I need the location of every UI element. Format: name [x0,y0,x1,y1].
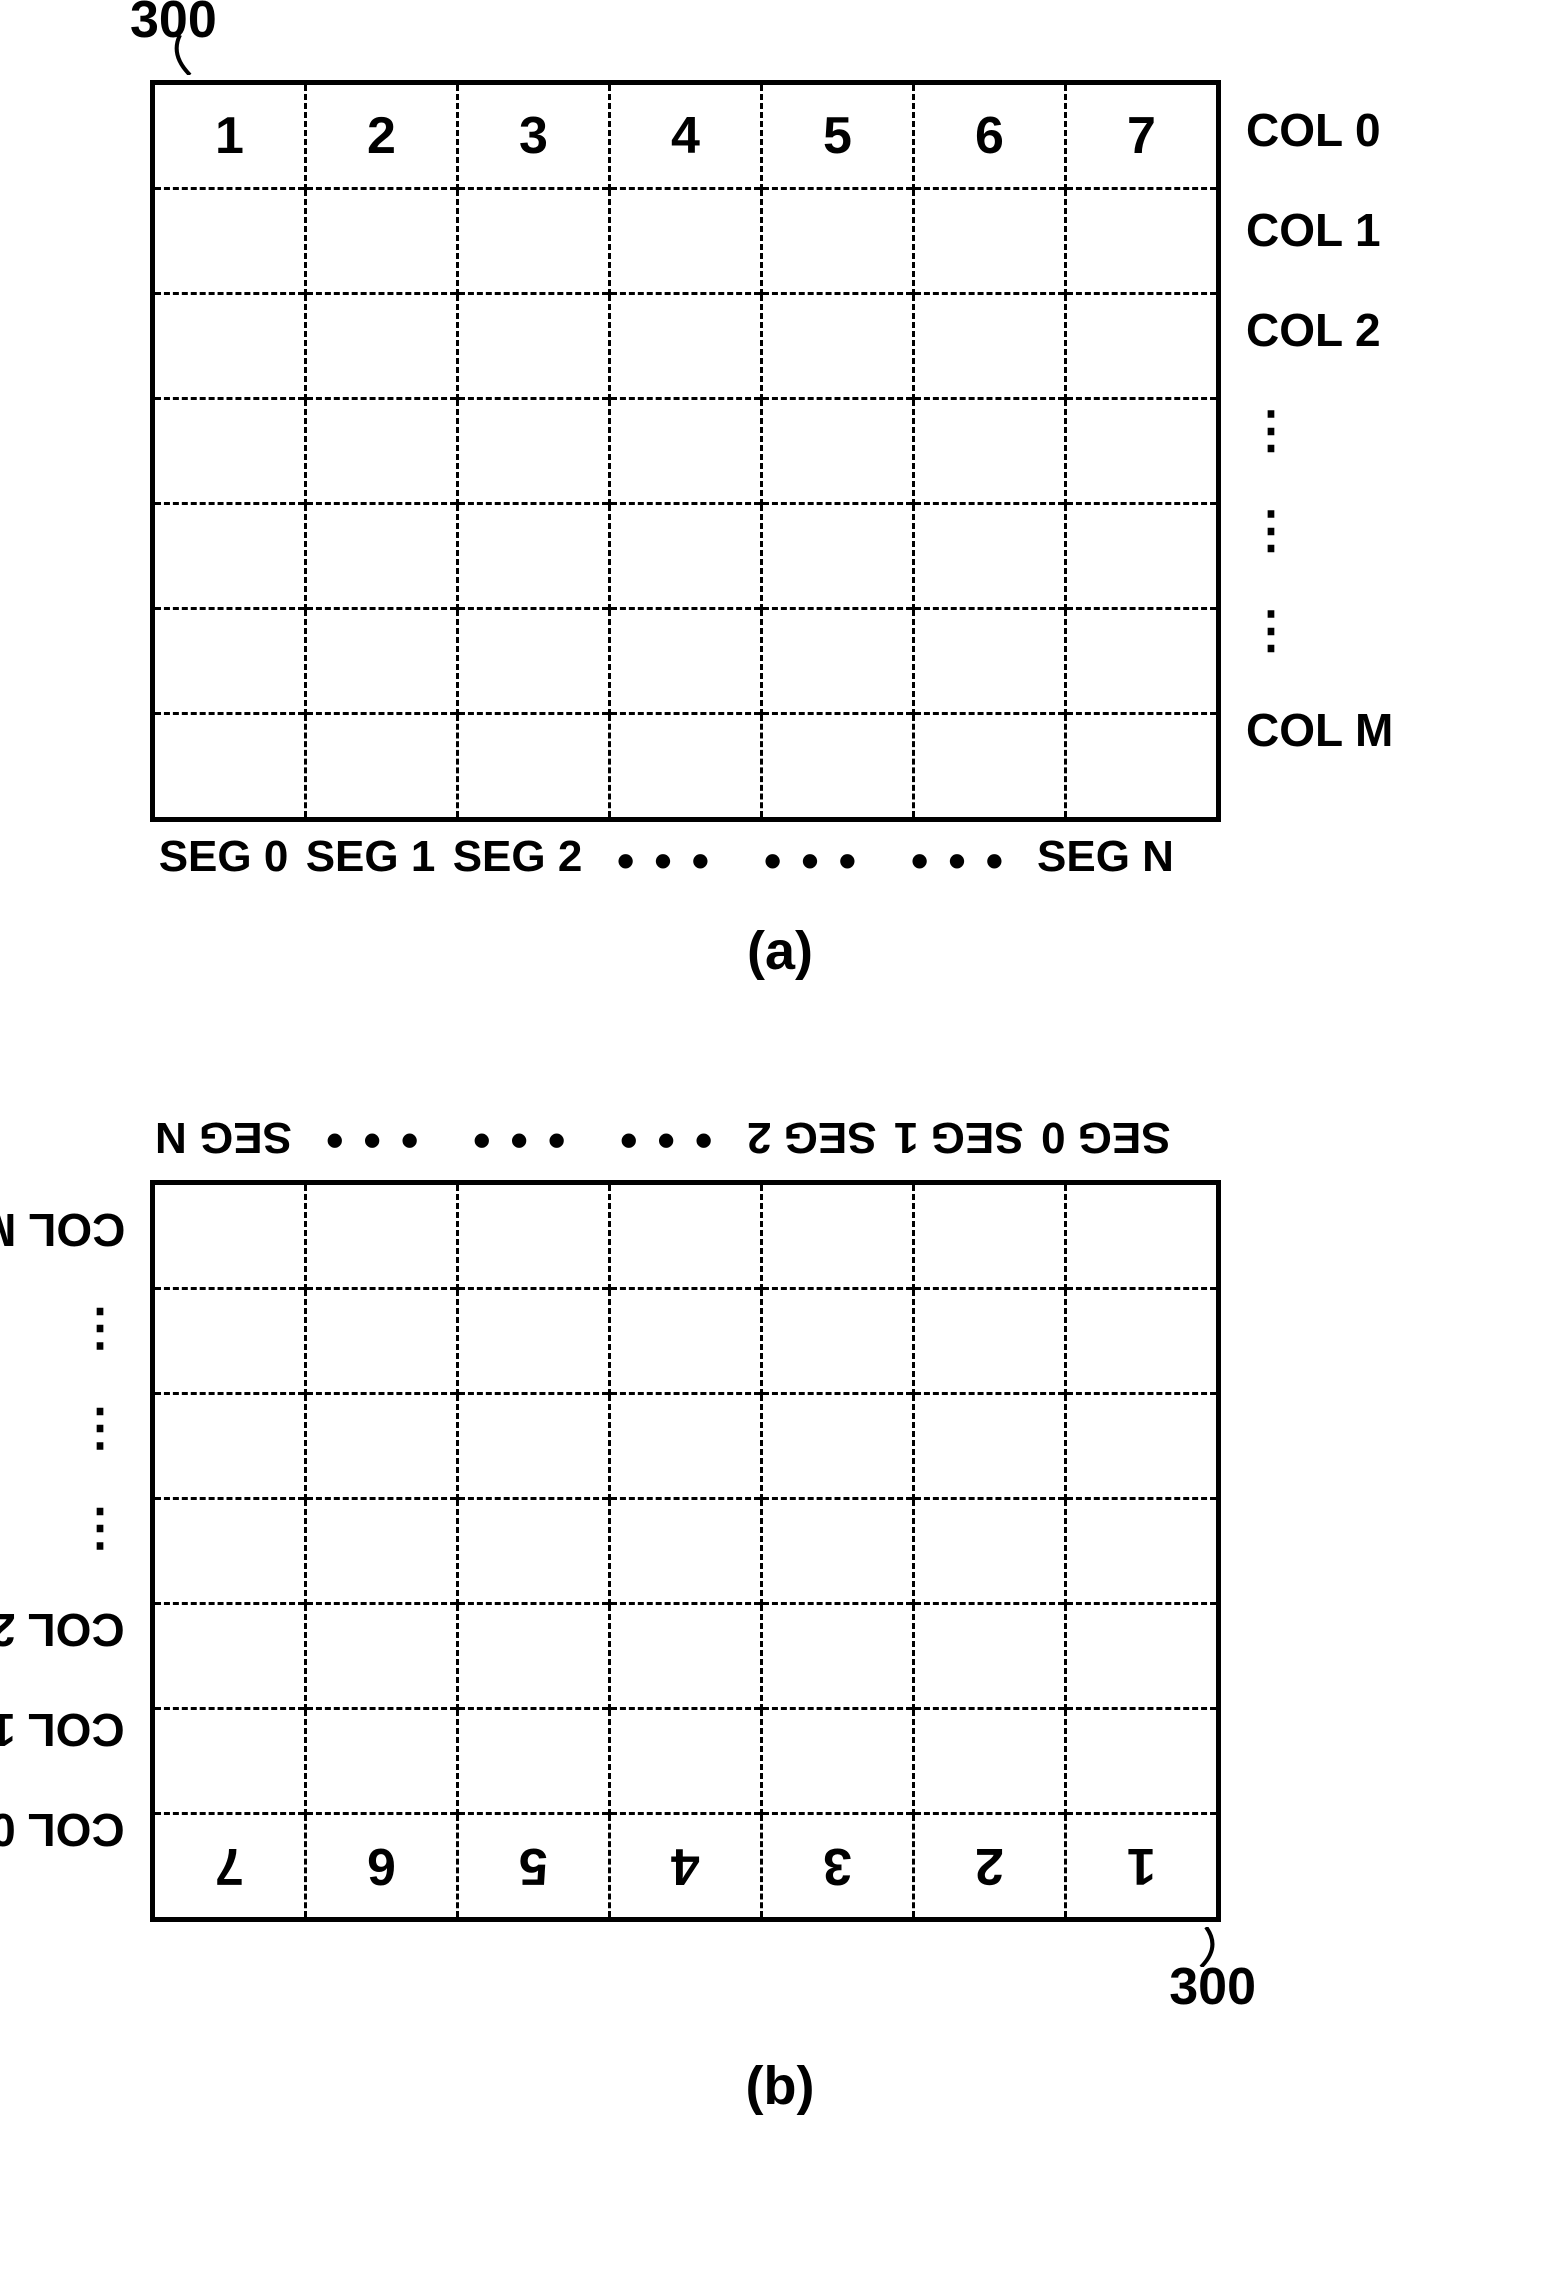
seg-label: SEG N [1032,832,1179,890]
col-label: COL 0 [0,1780,125,1880]
grid-a-cell: 5 [762,83,914,189]
grid-a-cell: 7 [1066,83,1219,189]
seg-label: SEG 0 [150,832,297,890]
seg-label-dots: • • • [297,1112,444,1170]
grid-b-cell: 1 [1066,1814,1219,1920]
grid-b-wrap: SEG N • • • • • • • • • SEG 2 SEG 1 SEG … [150,1180,1221,1922]
grid-b-row [153,1289,1219,1394]
grid-a-cell: 4 [610,83,762,189]
figure-b: SEG N • • • • • • • • • SEG 2 SEG 1 SEG … [150,1180,1410,1927]
col-label: COL 1 [1246,180,1393,280]
grid-b-cell: 3 [762,1814,914,1920]
grid-b: 7 6 5 4 3 2 1 [150,1180,1221,1922]
grid-a-row [153,294,1219,399]
col-label: COL 0 [1246,80,1393,180]
grid-a-row [153,504,1219,609]
col-label-dots: ⋮ [73,1280,125,1380]
col-label-dots: ⋮ [73,1380,125,1480]
grid-b-row [153,1183,1219,1289]
col-label: COL M [0,1180,125,1280]
seg-label-dots: • • • [591,1112,738,1170]
col-label-dots: ⋮ [1246,580,1393,680]
caption-b: (b) [746,2055,815,2117]
seg-label: SEG N [150,1112,297,1170]
seg-labels-a: SEG 0 SEG 1 SEG 2 • • • • • • • • • SEG … [150,832,1221,890]
grid-a-row [153,609,1219,714]
grid-b-row [153,1604,1219,1709]
col-label: COL 2 [0,1580,125,1680]
seg-label-dots: • • • [738,832,885,890]
seg-label: SEG 1 [297,832,444,890]
side-labels-b: COL M ⋮ ⋮ ⋮ COL 2 COL 1 COL 0 [0,1180,125,1880]
grid-a-row [153,714,1219,820]
figure-a: 300 1 2 3 4 5 6 7 COL 0 COL 1 C [150,80,1410,827]
seg-label: SEG 1 [885,1112,1032,1170]
grid-b-row [153,1709,1219,1814]
seg-label: SEG 0 [1032,1112,1179,1170]
grid-b-cell: 2 [914,1814,1066,1920]
grid-b-cell: 7 [153,1814,306,1920]
seg-labels-b: SEG N • • • • • • • • • SEG 2 SEG 1 SEG … [150,1112,1221,1170]
seg-label-dots: • • • [444,1112,591,1170]
grid-b-lastrow: 7 6 5 4 3 2 1 [153,1814,1219,1920]
seg-label-dots: • • • [885,832,1032,890]
grid-a: 1 2 3 4 5 6 7 [150,80,1221,822]
seg-label-dots: • • • [591,832,738,890]
side-labels-a: COL 0 COL 1 COL 2 ⋮ ⋮ ⋮ COL M [1246,80,1393,780]
grid-a-cell: 6 [914,83,1066,189]
grid-b-cell: 5 [458,1814,610,1920]
grid-a-cell: 3 [458,83,610,189]
grid-b-cell: 4 [610,1814,762,1920]
grid-b-row [153,1499,1219,1604]
col-label: COL 1 [0,1680,125,1780]
seg-label: SEG 2 [444,832,591,890]
col-label: COL 2 [1246,280,1393,380]
ref-label-b: 300 [1169,1957,1256,2017]
grid-a-cell: 2 [306,83,458,189]
grid-a-wrap: 300 1 2 3 4 5 6 7 COL 0 COL 1 C [150,80,1221,822]
col-label-dots: ⋮ [1246,380,1393,480]
seg-label: SEG 2 [738,1112,885,1170]
col-label-dots: ⋮ [73,1480,125,1580]
grid-b-cell: 6 [306,1814,458,1920]
grid-a-row [153,399,1219,504]
grid-b-row [153,1394,1219,1499]
grid-a-row [153,189,1219,294]
col-label: COL M [1246,680,1393,780]
col-label-dots: ⋮ [1246,480,1393,580]
grid-a-row0: 1 2 3 4 5 6 7 [153,83,1219,189]
grid-a-cell: 1 [153,83,306,189]
ref-lead-a [165,35,225,75]
caption-a: (a) [747,920,813,982]
